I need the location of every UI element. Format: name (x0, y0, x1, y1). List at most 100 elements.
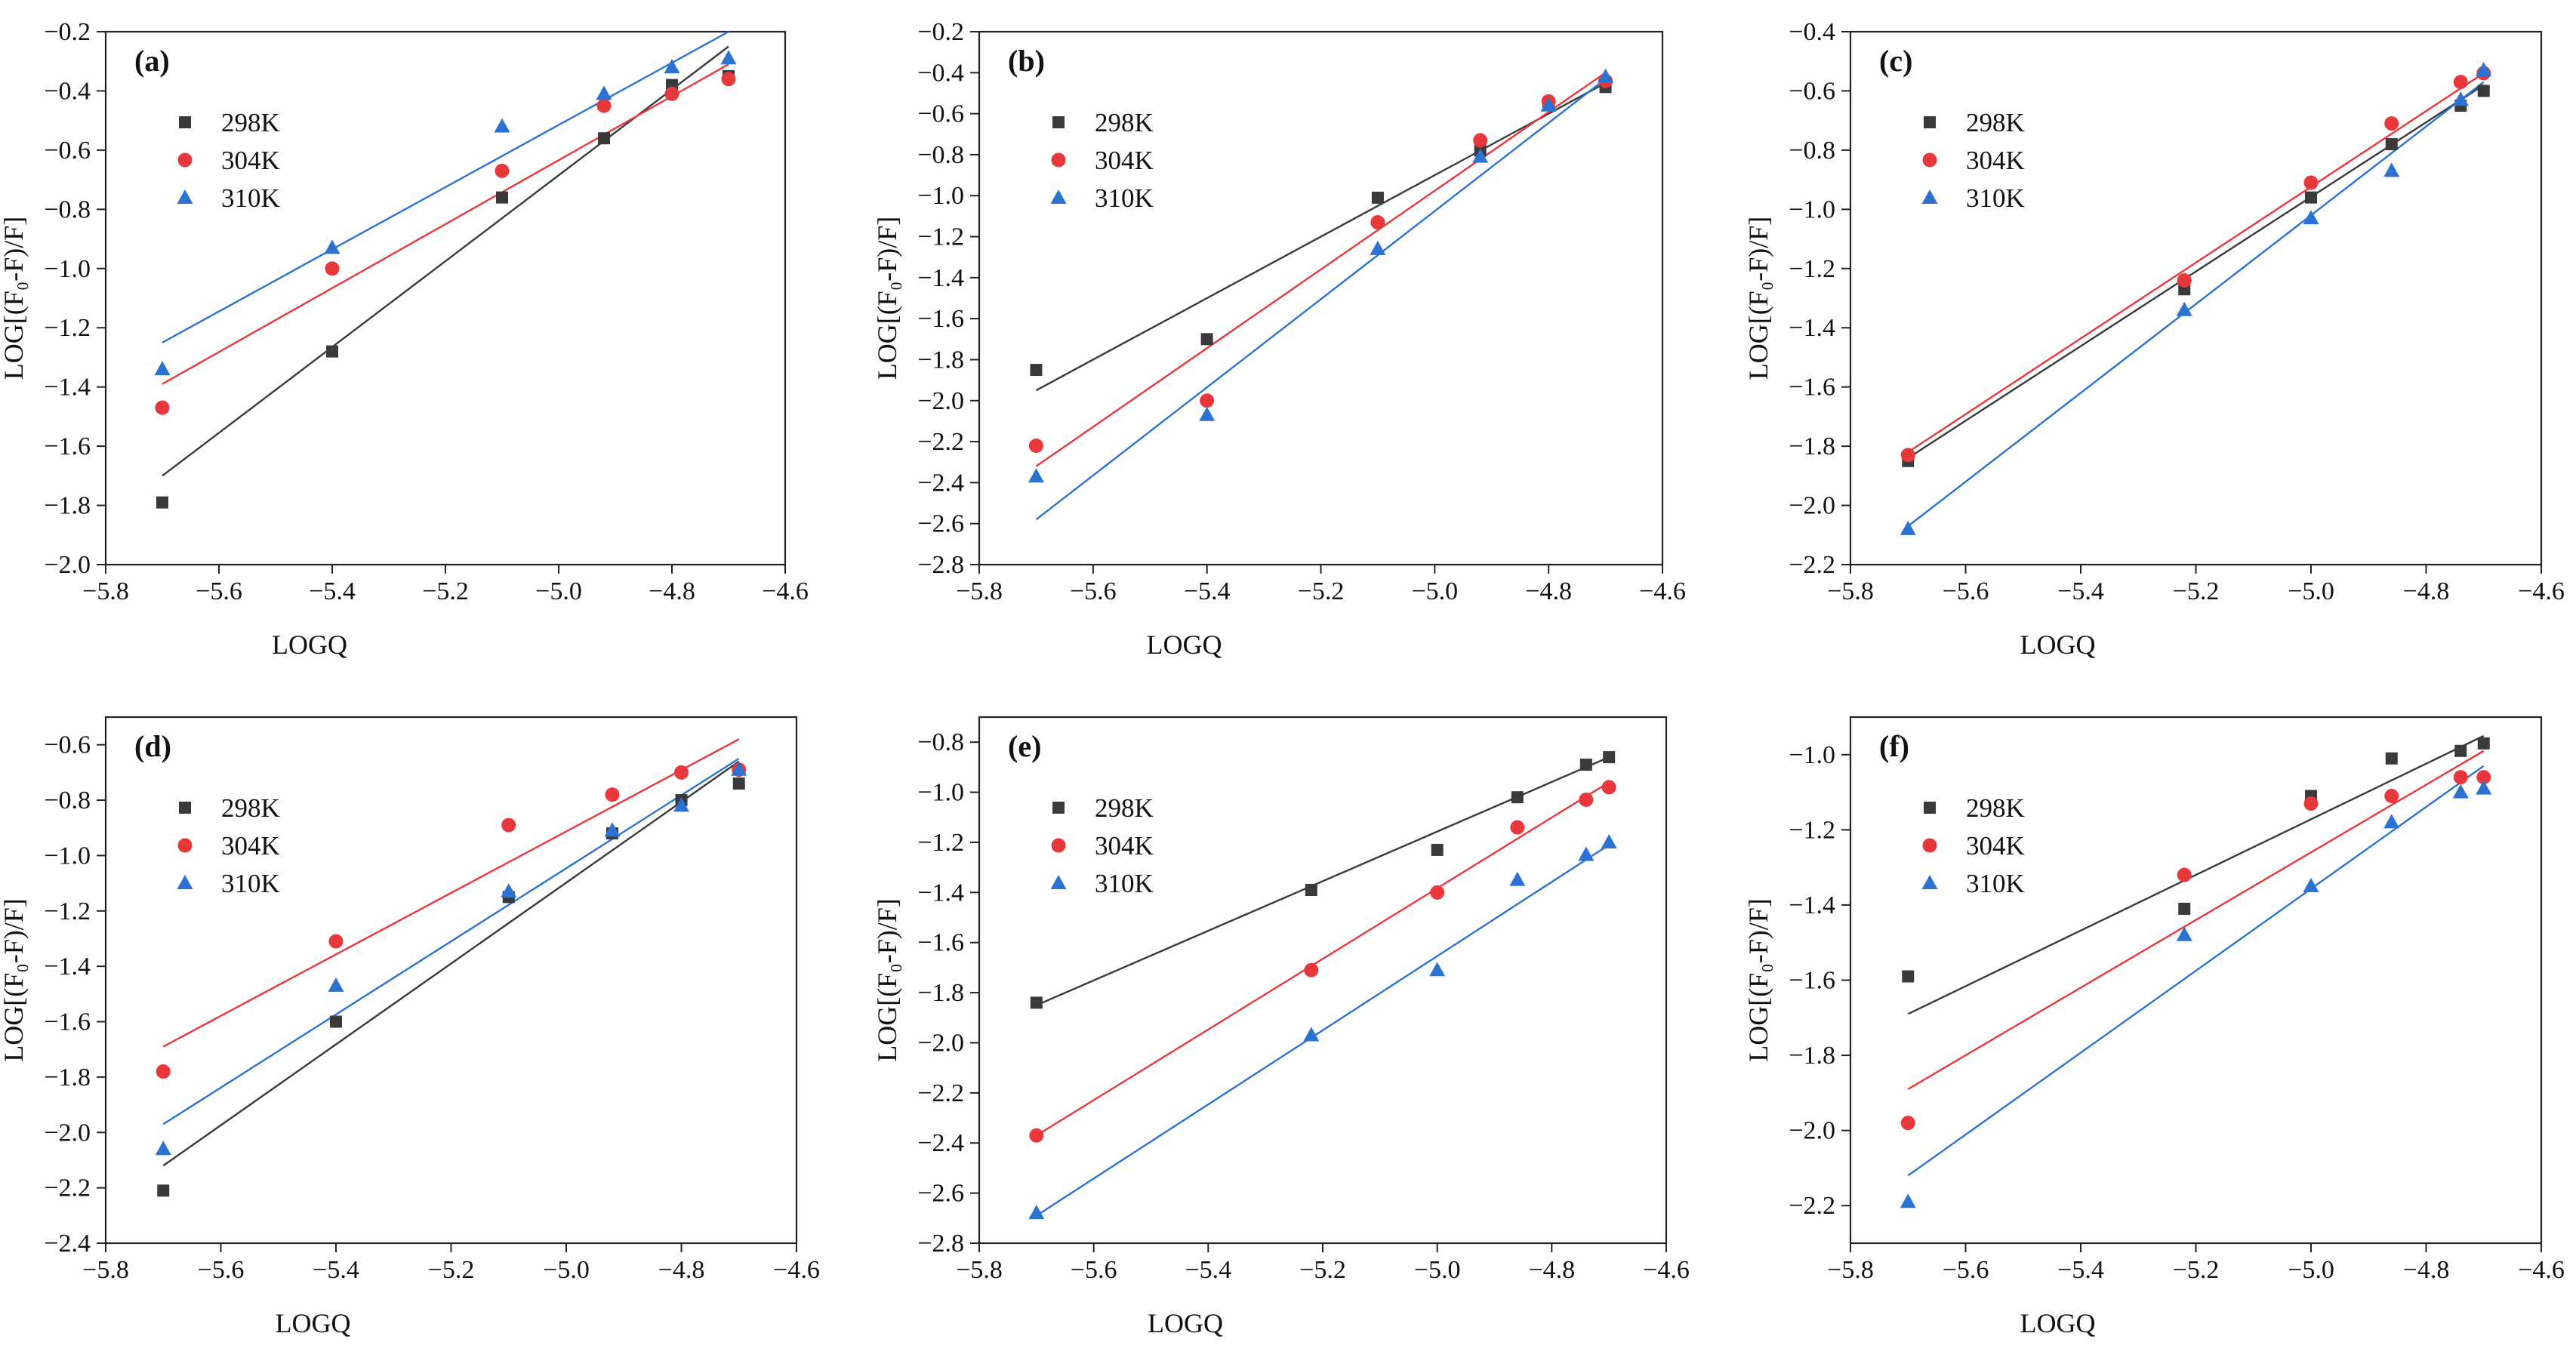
fit-line-298K (1035, 82, 1607, 392)
data-point-310K (1303, 1027, 1320, 1042)
y-tick-label: −1.0 (44, 255, 91, 283)
y-tick-label: −2.0 (917, 387, 964, 415)
x-tick-label: −5.8 (82, 1256, 129, 1284)
y-axis-title: LOG[(F₀-F)/F] (872, 217, 902, 380)
legend-marker-304K (1051, 838, 1066, 853)
data-point-298K (732, 777, 745, 790)
fit-line-310K (1907, 81, 2485, 527)
x-tick-label: −4.8 (1528, 1256, 1575, 1284)
y-axis-title: LOG[(F₀-F)/F] (0, 217, 29, 380)
data-point-298K (1030, 996, 1043, 1009)
y-tick-label: −1.6 (917, 305, 964, 333)
x-tick-label: −4.6 (773, 1256, 820, 1284)
y-tick-label: −2.0 (44, 551, 91, 579)
fit-line-304K (1036, 781, 1610, 1137)
data-point-310K (1578, 846, 1595, 861)
y-tick-label: −1.4 (917, 264, 964, 292)
y-tick-label: −0.2 (44, 18, 91, 46)
y-tick-label: −0.8 (44, 787, 91, 814)
data-point-310K (324, 239, 340, 254)
data-point-310K (1370, 240, 1386, 255)
x-tick-label: −5.6 (1943, 577, 1989, 605)
panel-label: (e) (1008, 729, 1041, 763)
y-tick-label: −1.4 (44, 953, 91, 981)
data-point-298K (1511, 791, 1524, 804)
data-point-310K (1598, 68, 1614, 83)
y-tick-label: −0.8 (917, 141, 964, 169)
data-point-304K (2384, 789, 2399, 804)
y-tick-label: −1.6 (917, 929, 964, 957)
y-tick-label: −2.2 (917, 428, 964, 456)
data-point-304K (325, 261, 340, 276)
data-point-304K (2303, 796, 2319, 811)
data-point-304K (1430, 885, 1445, 900)
y-tick-label: −2.0 (1789, 492, 1835, 520)
legend-marker-304K (177, 838, 193, 853)
legend-marker-298K (179, 116, 191, 128)
fit-line-310K (162, 758, 740, 1125)
legend-label-304K: 304K (221, 146, 280, 175)
x-tick-label: −5.8 (1827, 1256, 1874, 1284)
x-tick-label: −5.4 (309, 577, 356, 605)
y-axis-title: LOG[(F₀-F)/F] (1743, 898, 1773, 1062)
fit-line-304K (162, 63, 729, 385)
x-tick-label: −4.6 (1643, 1256, 1690, 1284)
y-tick-label: −2.2 (917, 1079, 964, 1107)
y-tick-label: −1.0 (917, 182, 964, 210)
y-axis-title: LOG[(F₀-F)/F] (872, 898, 902, 1062)
x-tick-label: −5.2 (428, 1256, 475, 1284)
legend-marker-310K (1921, 189, 1938, 204)
y-tick-label: −0.6 (44, 137, 91, 165)
x-tick-label: −5.6 (1943, 1256, 1989, 1284)
data-point-298K (1579, 759, 1592, 771)
data-point-310K (328, 977, 344, 992)
y-tick-label: −0.6 (44, 731, 91, 759)
legend-label-304K: 304K (1966, 831, 2025, 861)
data-point-304K (501, 817, 516, 833)
x-tick-label: −5.8 (956, 1256, 1003, 1284)
data-point-304K (155, 400, 170, 415)
data-point-310K (2303, 210, 2319, 225)
y-tick-label: −2.8 (917, 1230, 964, 1258)
x-tick-label: −5.6 (198, 1256, 245, 1284)
data-point-304K (1200, 393, 1215, 408)
y-tick-label: −1.8 (44, 1064, 91, 1091)
data-point-310K (155, 1141, 171, 1156)
legend-label-298K: 298K (1966, 793, 2025, 823)
y-tick-label: −1.2 (1789, 816, 1835, 844)
data-point-304K (664, 86, 679, 101)
data-point-304K (1900, 448, 1915, 463)
fit-line-310K (1035, 78, 1607, 521)
data-point-310K (1601, 833, 1617, 848)
y-tick-label: −1.0 (1789, 196, 1835, 223)
x-tick-label: −4.6 (2518, 577, 2565, 605)
data-point-298K (496, 191, 508, 204)
x-tick-label: −5.4 (2057, 1256, 2104, 1284)
legend-marker-298K (1052, 116, 1065, 128)
data-point-310K (2303, 878, 2319, 893)
data-point-310K (1028, 468, 1044, 483)
legend-marker-298K (1924, 802, 1936, 814)
y-tick-label: −0.2 (917, 18, 964, 46)
data-point-304K (2177, 272, 2192, 288)
data-point-304K (2177, 867, 2192, 882)
data-point-298K (2305, 191, 2317, 204)
x-tick-label: −5.4 (2057, 577, 2104, 605)
y-tick-label: −2.6 (917, 510, 964, 538)
data-point-298K (1200, 333, 1213, 346)
x-tick-label: −5.2 (1299, 1256, 1346, 1284)
data-point-304K (156, 1064, 171, 1079)
data-point-298K (1902, 970, 1915, 983)
legend-label-298K: 298K (221, 793, 280, 823)
legend-marker-304K (1922, 838, 1937, 853)
y-tick-label: −1.2 (44, 314, 91, 342)
data-point-310K (731, 761, 747, 776)
x-tick-label: −5.0 (535, 577, 582, 605)
x-tick-label: −5.0 (2288, 577, 2334, 605)
y-tick-label: −2.0 (44, 1119, 91, 1147)
y-tick-label: −1.2 (917, 223, 964, 251)
y-tick-label: −1.2 (917, 829, 964, 857)
y-tick-label: −1.0 (917, 779, 964, 807)
y-tick-label: −0.8 (44, 196, 91, 223)
